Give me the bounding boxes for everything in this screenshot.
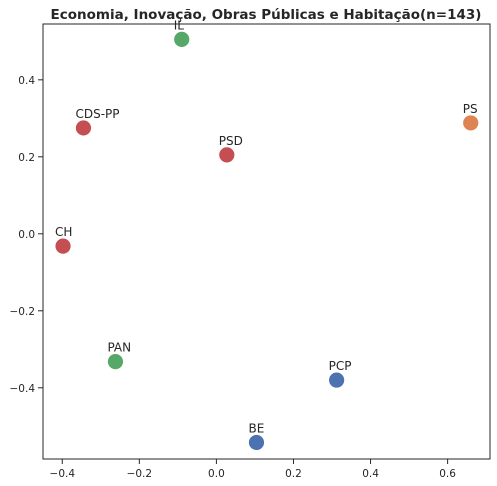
data-point-il [173,30,191,48]
data-point-ps [462,114,480,132]
point-labels: IL CDS-PP PS PSD CH PAN PCP BE [55,18,478,435]
x-tick-label: 0.4 [362,468,379,480]
axis-ticks: −0.4 −0.2 0.0 0.2 0.4 0.6 −0.4 −0.2 0.0 0.2 0.4 [10,75,457,480]
point-label-il: IL [174,18,185,32]
x-tick-label: 0.6 [439,468,456,480]
y-tick-label: 0.4 [18,75,35,87]
y-tick-label: 0.2 [18,152,35,164]
x-tick-label: 0.0 [208,468,225,480]
data-point-pcp [328,371,346,389]
data-point-ch [54,237,72,255]
point-label-ch: CH [55,225,72,239]
point-label-be: BE [248,421,264,435]
y-tick-label: −0.2 [10,306,36,318]
y-tick-label: 0.0 [18,229,35,241]
data-point-pan [107,353,124,371]
data-point-cds-pp [75,119,92,137]
point-label-pan: PAN [107,341,131,355]
data-point-psd [218,146,236,164]
data-points [54,30,480,451]
point-label-psd: PSD [219,134,243,148]
chart-title: Economia, Inovação, Obras Públicas e Hab… [51,7,482,23]
x-tick-label: −0.2 [127,468,153,480]
y-tick-label: −0.4 [10,383,36,395]
data-point-be [248,434,265,451]
x-tick-label: 0.2 [285,468,302,480]
point-label-ps: PS [463,102,478,116]
point-label-cds-pp: CDS-PP [75,107,119,121]
x-tick-label: −0.4 [50,468,76,480]
plot-frame [42,23,491,460]
point-label-pcp: PCP [329,359,352,373]
